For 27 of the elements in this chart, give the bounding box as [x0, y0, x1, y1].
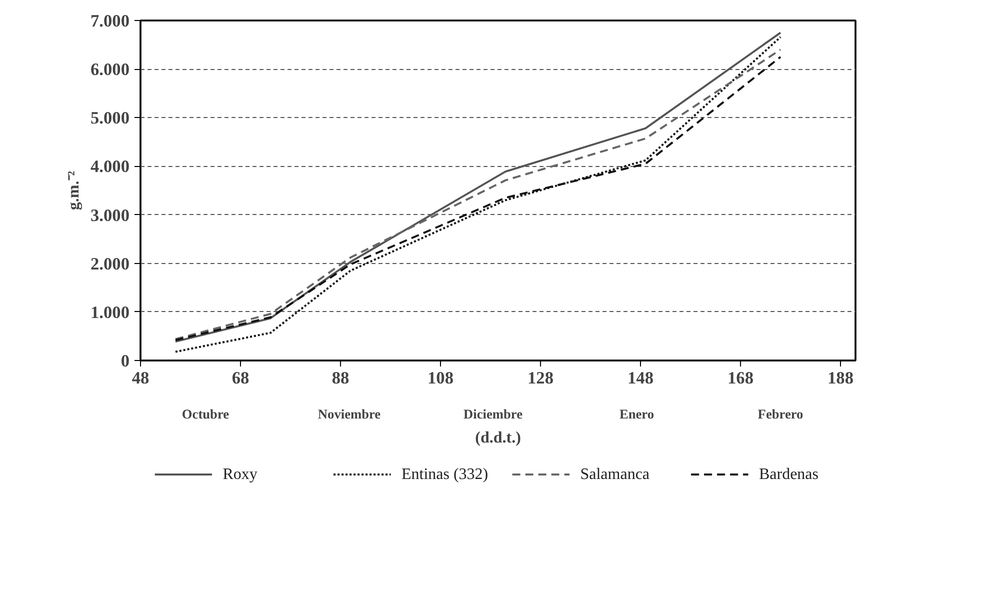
y-tick-label: 1.000 [90, 302, 130, 322]
x-tick-label: 188 [828, 368, 854, 388]
text: Noviembre [318, 406, 381, 422]
x-tick-label: 88 [332, 368, 350, 388]
y-tick-label: 2.000 [90, 254, 130, 274]
x-tick-label: 168 [728, 368, 754, 388]
legend-label: Salamanca [580, 466, 650, 483]
text: Diciembre [464, 406, 523, 422]
x-tick-label: 148 [628, 368, 654, 388]
y-tick-label: 0 [120, 352, 130, 370]
y-tick-label: 6.000 [90, 60, 130, 80]
text: Enero [619, 406, 654, 422]
y-tick-label: 7.000 [90, 12, 130, 30]
text: Febrero [758, 406, 804, 422]
x-tick-label: 128 [528, 368, 554, 388]
y-tick-label: 4.000 [90, 157, 130, 176]
text: Octubre [182, 406, 230, 422]
x-tick-label: 68 [232, 368, 250, 388]
legend-label: Entinas (332) [401, 466, 488, 483]
y-axis-title: g.m.⁻² [66, 170, 83, 210]
x-tick-label: 48 [132, 368, 150, 388]
y-tick-label: 3.000 [90, 206, 130, 225]
x-axis-title: (d.d.t.) [475, 430, 521, 446]
legend-label: Roxy [222, 466, 258, 483]
legend-label: Bardenas [758, 466, 819, 483]
x-tick-label: 108 [428, 368, 454, 388]
y-tick-label: 5.000 [90, 108, 130, 128]
